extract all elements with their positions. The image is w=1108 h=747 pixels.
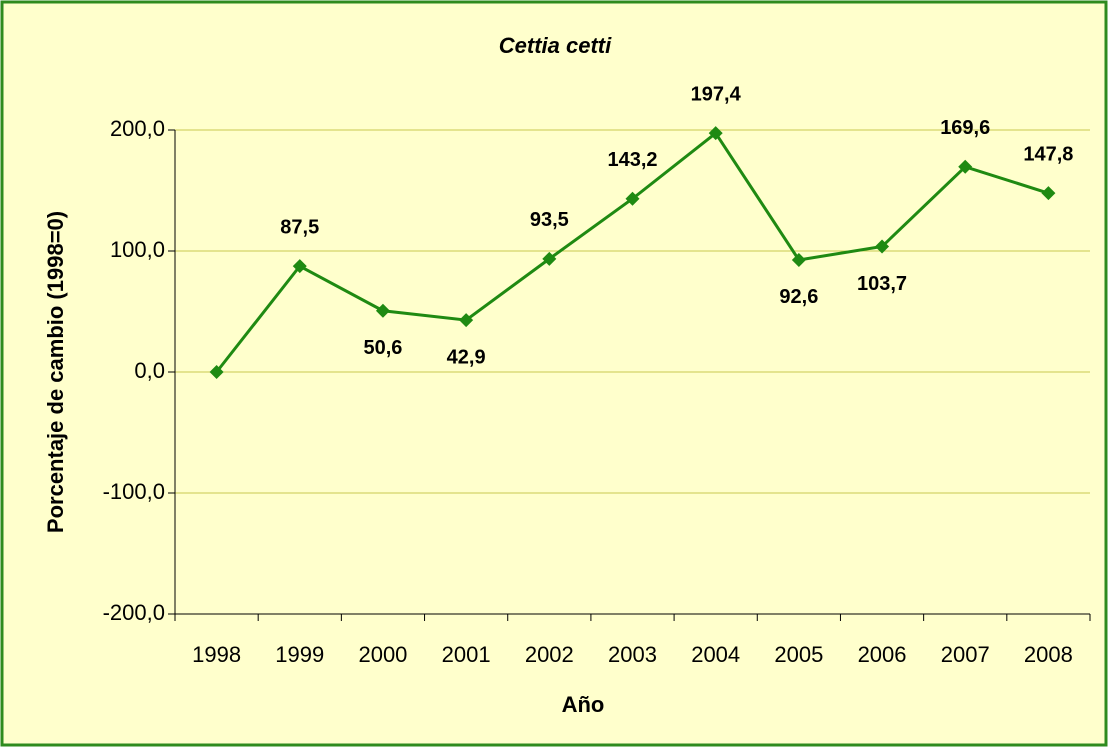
data-point	[459, 313, 474, 328]
chart-title: Cettia cetti	[499, 33, 612, 58]
data-label: 92,6	[779, 286, 818, 308]
data-point	[791, 252, 806, 267]
data-point	[292, 259, 307, 274]
data-label: 50,6	[363, 337, 402, 359]
data-point	[542, 251, 557, 266]
data-label: 143,2	[607, 149, 657, 171]
x-axis-title: Año	[562, 692, 605, 717]
y-tick-label: 200,0	[110, 116, 165, 141]
data-label: 147,8	[1023, 143, 1073, 165]
data-point	[625, 191, 640, 206]
x-tick-label: 2008	[1024, 642, 1073, 667]
x-tick-label: 2006	[858, 642, 907, 667]
data-label: 197,4	[691, 83, 742, 105]
x-tick-label: 2007	[941, 642, 990, 667]
x-tick-label: 2004	[691, 642, 740, 667]
data-label: 169,6	[940, 117, 990, 139]
data-point	[875, 239, 890, 254]
data-point	[958, 159, 973, 174]
data-point	[708, 126, 723, 141]
data-label: 87,5	[280, 216, 319, 238]
x-tick-label: 1999	[275, 642, 324, 667]
y-axis-title: Porcentaje de cambio (1998=0)	[43, 211, 68, 533]
data-point	[209, 365, 224, 379]
y-tick-label: -200,0	[103, 600, 165, 625]
y-tick-label: -100,0	[103, 479, 165, 504]
x-tick-label: 2002	[525, 642, 574, 667]
x-tick-label: 1998	[192, 642, 241, 667]
data-label: 103,7	[857, 273, 907, 295]
data-point	[375, 303, 390, 318]
data-point	[1041, 186, 1056, 201]
y-tick-label: 100,0	[110, 237, 165, 262]
y-tick-label: 0,0	[134, 358, 165, 383]
x-tick-label: 2005	[774, 642, 823, 667]
data-label: 42,9	[447, 346, 486, 368]
x-tick-label: 2003	[608, 642, 657, 667]
x-tick-label: 2001	[442, 642, 491, 667]
x-tick-label: 2000	[358, 642, 407, 667]
data-label: 93,5	[530, 209, 569, 231]
